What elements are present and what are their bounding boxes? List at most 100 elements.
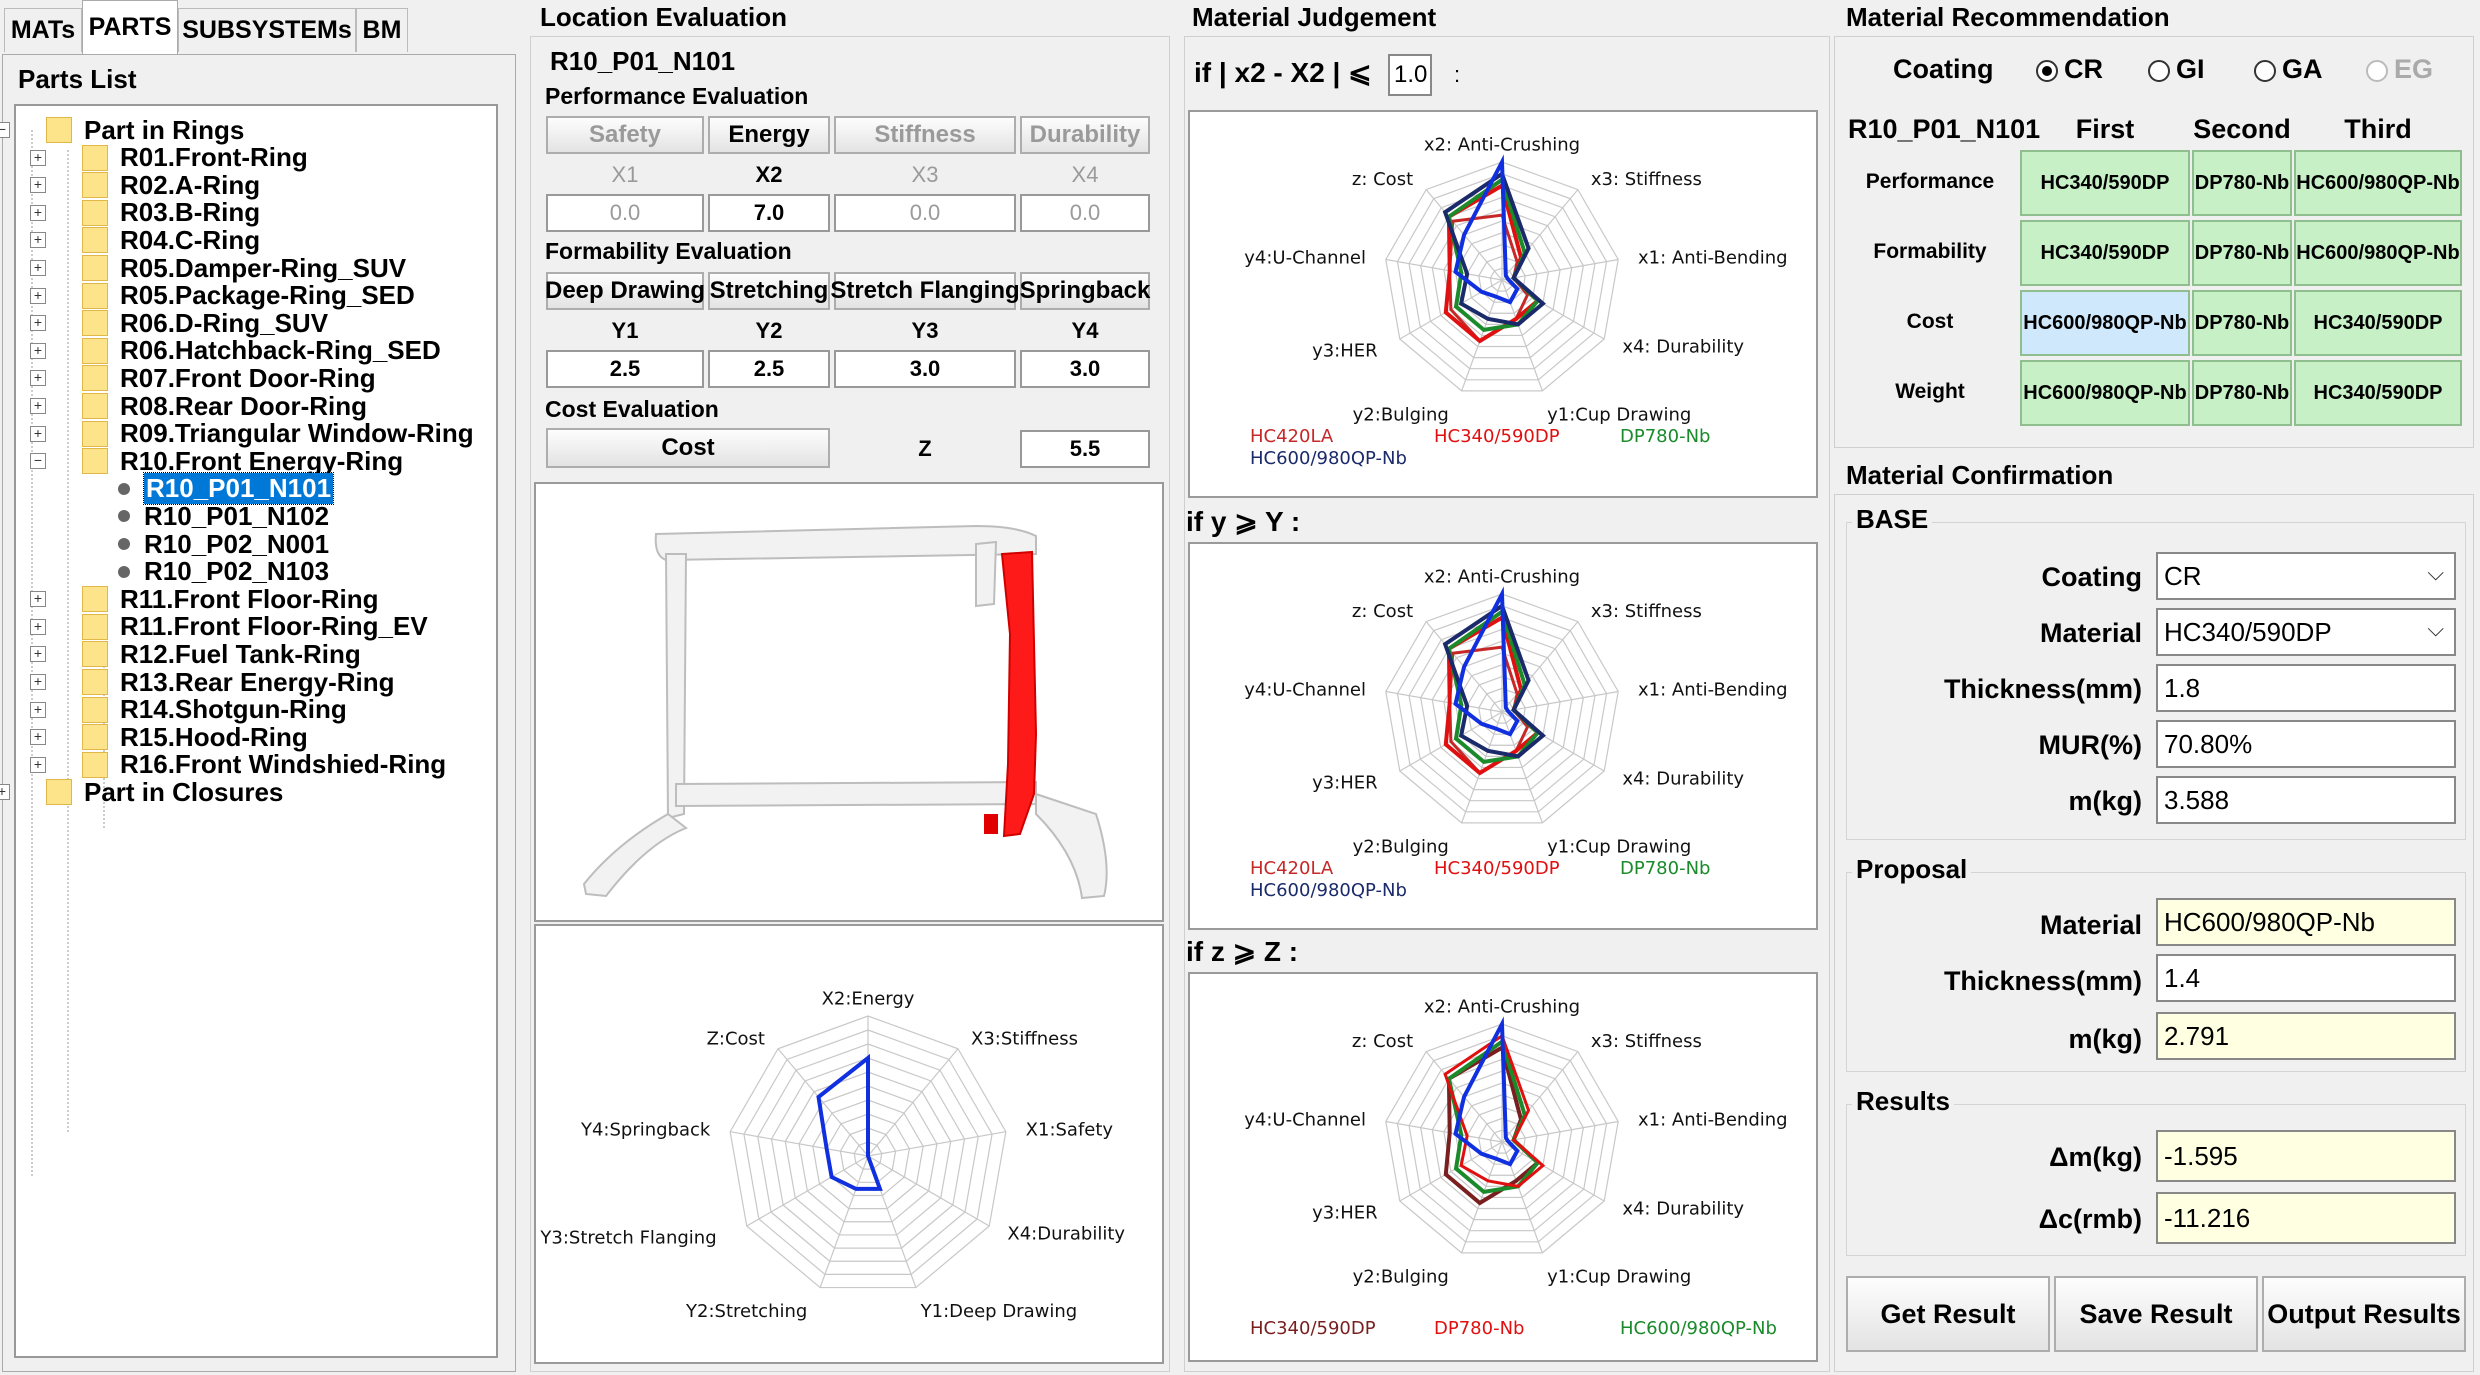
proposal-material-field[interactable]: HC600/980QP-Nb xyxy=(2156,898,2456,946)
tree-item-ring[interactable]: R12.Fuel Tank-Ring xyxy=(82,634,361,674)
tab-mats[interactable]: MATs xyxy=(4,8,82,52)
expand-icon[interactable]: + xyxy=(30,260,46,276)
rec-cell[interactable]: HC340/590DP xyxy=(2294,290,2462,356)
get-result-button[interactable]: Get Result xyxy=(1846,1276,2050,1352)
delta-cost-field[interactable]: -11.216 xyxy=(2156,1192,2456,1244)
base-mur-input[interactable]: 70.80% xyxy=(2156,720,2456,768)
coating-radio-gi[interactable]: GI xyxy=(2148,54,2205,85)
expand-icon[interactable]: + xyxy=(30,232,46,249)
rec-cell[interactable]: DP780-Nb xyxy=(2192,290,2292,356)
tree-item-ring[interactable]: R08.Rear Door-Ring xyxy=(82,386,367,426)
tree-item-ring[interactable]: R11.Front Floor-Ring xyxy=(82,579,379,619)
durability-button[interactable]: Durability xyxy=(1020,116,1150,154)
tab-bm[interactable]: BM xyxy=(356,8,408,52)
expand-icon[interactable]: + xyxy=(30,646,46,663)
tree-root-closures[interactable]: Part in Closures xyxy=(46,772,283,812)
rec-cell[interactable]: HC340/590DP xyxy=(2294,360,2462,426)
y4-value[interactable]: 3.0 xyxy=(1020,350,1150,388)
tree-item-ring[interactable]: R02.A-Ring xyxy=(82,165,260,205)
rec-cell[interactable]: HC600/980QP-Nb xyxy=(2020,360,2190,426)
tab-subsystems[interactable]: SUBSYSTEMs xyxy=(178,8,356,52)
output-results-button[interactable]: Output Results xyxy=(2262,1276,2466,1352)
x1-value[interactable]: 0.0 xyxy=(546,194,704,232)
tree-item-part[interactable]: R10_P01_N101 xyxy=(118,469,335,509)
stretching-button[interactable]: Stretching xyxy=(708,272,830,310)
collapse-icon[interactable]: − xyxy=(30,453,46,470)
tree-item-part[interactable]: R10_P01_N102 xyxy=(118,496,329,536)
tree-item-part[interactable]: R10_P02_N001 xyxy=(118,524,329,564)
expand-icon[interactable]: + xyxy=(30,674,46,690)
rec-cell[interactable]: HC600/980QP-Nb xyxy=(2020,290,2190,356)
proposal-mass-field[interactable]: 2.791 xyxy=(2156,1012,2456,1060)
expand-icon[interactable]: + xyxy=(30,149,46,166)
part-3d-view[interactable] xyxy=(534,482,1164,922)
tree-item-ring[interactable]: R13.Rear Energy-Ring xyxy=(82,662,395,702)
base-coating-select[interactable]: CR ⌵ xyxy=(2156,552,2456,600)
collapse-icon[interactable]: − xyxy=(0,122,10,138)
tree-item-ring[interactable]: R10.Front Energy-Ring xyxy=(82,441,403,481)
coating-radio-cr[interactable]: CR xyxy=(2036,54,2103,85)
cond1-threshold-input[interactable]: 1.0 xyxy=(1388,54,1432,96)
expand-icon[interactable]: + xyxy=(30,591,46,608)
expand-icon[interactable]: + xyxy=(30,315,46,332)
cost-button[interactable]: Cost xyxy=(546,428,830,468)
tree-item-ring[interactable]: R05.Package-Ring_SED xyxy=(82,276,415,316)
rec-cell[interactable]: DP780-Nb xyxy=(2192,150,2292,216)
expand-icon[interactable]: + xyxy=(30,370,46,387)
rec-cell[interactable]: HC600/980QP-Nb xyxy=(2294,150,2462,216)
rec-cell[interactable]: HC600/980QP-Nb xyxy=(2294,220,2462,286)
tree-item-ring[interactable]: R11.Front Floor-Ring_EV xyxy=(82,607,428,647)
tree-item-ring[interactable]: R16.Front Windshied-Ring xyxy=(82,745,446,785)
deep-drawing-button[interactable]: Deep Drawing xyxy=(545,272,705,310)
base-material-select[interactable]: HC340/590DP ⌵ xyxy=(2156,608,2456,656)
base-thickness-input[interactable]: 1.8 xyxy=(2156,664,2456,712)
springback-button[interactable]: Springback xyxy=(1020,272,1150,310)
expand-icon[interactable]: + xyxy=(30,342,46,359)
x2-value[interactable]: 7.0 xyxy=(708,194,830,232)
expand-icon[interactable]: + xyxy=(0,784,10,801)
tree-root-rings[interactable]: Part in Rings xyxy=(46,110,244,150)
proposal-thickness-input[interactable]: 1.4 xyxy=(2156,954,2456,1002)
expand-icon[interactable]: + xyxy=(30,618,46,635)
expand-icon[interactable]: + xyxy=(30,204,46,221)
base-mass-input[interactable]: 3.588 xyxy=(2156,776,2456,824)
coating-radio-ga[interactable]: GA xyxy=(2254,54,2323,85)
coating-radio-eg[interactable]: EG xyxy=(2366,54,2433,85)
rec-cell[interactable]: HC340/590DP xyxy=(2020,220,2190,286)
tree-item-ring[interactable]: R03.B-Ring xyxy=(82,193,260,233)
rec-cell[interactable]: HC340/590DP xyxy=(2020,150,2190,216)
tree-item-ring[interactable]: R04.C-Ring xyxy=(82,220,260,260)
rec-cell[interactable]: DP780-Nb xyxy=(2192,220,2292,286)
tree-item-ring[interactable]: R05.Damper-Ring_SUV xyxy=(82,248,406,288)
expand-icon[interactable]: + xyxy=(30,177,46,194)
x3-value[interactable]: 0.0 xyxy=(834,194,1016,232)
rec-cell[interactable]: DP780-Nb xyxy=(2192,360,2292,426)
tree-item-ring[interactable]: R07.Front Door-Ring xyxy=(82,358,376,398)
expand-icon[interactable]: + xyxy=(30,756,46,773)
tree-item-ring[interactable]: R06.Hatchback-Ring_SED xyxy=(82,331,441,371)
stretch-flanging-button[interactable]: Stretch Flanging xyxy=(830,272,1020,310)
parts-tree[interactable]: − Part in Rings + R01.Front-Ring + R02.A-Ring… xyxy=(0,104,498,1358)
z-value[interactable]: 5.5 xyxy=(1020,430,1150,468)
tree-item-ring[interactable]: R01.Front-Ring xyxy=(82,138,308,178)
y2-value[interactable]: 2.5 xyxy=(708,350,830,388)
expand-icon[interactable]: + xyxy=(30,425,46,442)
save-result-button[interactable]: Save Result xyxy=(2054,1276,2258,1352)
safety-button[interactable]: Safety xyxy=(546,116,704,154)
expand-icon[interactable]: + xyxy=(30,287,46,304)
tree-item-ring[interactable]: R14.Shotgun-Ring xyxy=(82,690,347,730)
expand-icon[interactable]: + xyxy=(30,701,46,718)
delta-mass-field[interactable]: -1.595 xyxy=(2156,1130,2456,1182)
expand-icon[interactable]: + xyxy=(30,398,46,414)
tree-item-ring[interactable]: R09.Triangular Window-Ring xyxy=(82,414,474,454)
tree-item-part[interactable]: R10_P02_N103 xyxy=(118,552,329,592)
tree-item-ring[interactable]: R06.D-Ring_SUV xyxy=(82,303,328,343)
x4-value[interactable]: 0.0 xyxy=(1020,194,1150,232)
expand-icon[interactable]: + xyxy=(30,729,46,746)
y1-value[interactable]: 2.5 xyxy=(546,350,704,388)
tab-parts[interactable]: PARTS xyxy=(82,0,178,54)
tree-item-ring[interactable]: R15.Hood-Ring xyxy=(82,717,308,757)
y3-value[interactable]: 3.0 xyxy=(834,350,1016,388)
energy-button[interactable]: Energy xyxy=(708,116,830,154)
stiffness-button[interactable]: Stiffness xyxy=(834,116,1016,154)
